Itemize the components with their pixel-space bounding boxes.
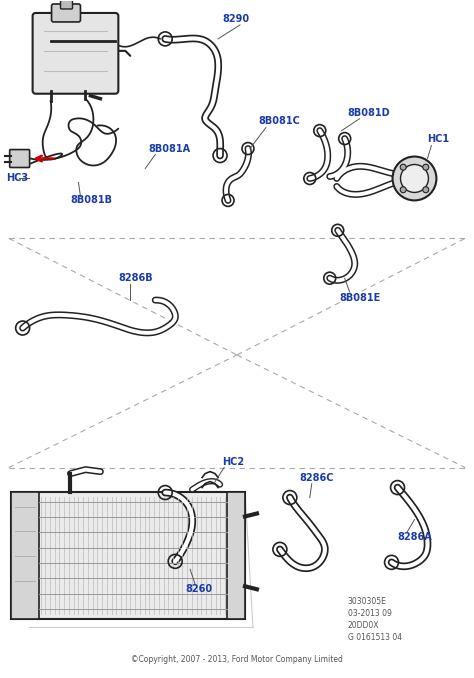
Bar bbox=[227, 492, 245, 619]
Text: 3030305E: 3030305E bbox=[347, 597, 387, 605]
Text: 03-2013 09: 03-2013 09 bbox=[347, 609, 392, 618]
Circle shape bbox=[400, 164, 406, 170]
Bar bbox=[11, 492, 245, 619]
FancyBboxPatch shape bbox=[61, 0, 73, 9]
Text: ©Copyright, 2007 - 2013, Ford Motor Company Limited: ©Copyright, 2007 - 2013, Ford Motor Comp… bbox=[131, 654, 343, 664]
Text: G 0161513 04: G 0161513 04 bbox=[347, 633, 402, 641]
Text: 8290: 8290 bbox=[222, 14, 249, 24]
Text: 8286C: 8286C bbox=[300, 473, 334, 483]
Circle shape bbox=[392, 157, 437, 201]
Text: 8286B: 8286B bbox=[118, 273, 153, 283]
Circle shape bbox=[423, 186, 429, 193]
Text: 8260: 8260 bbox=[185, 584, 212, 594]
Text: 8286A: 8286A bbox=[398, 532, 432, 542]
Text: 8B081B: 8B081B bbox=[71, 195, 112, 205]
Text: 20DD0X: 20DD0X bbox=[347, 620, 379, 630]
Bar bbox=[11, 492, 38, 619]
Circle shape bbox=[423, 164, 429, 170]
Text: HC2: HC2 bbox=[222, 457, 244, 466]
Text: 8B081D: 8B081D bbox=[347, 108, 390, 118]
FancyBboxPatch shape bbox=[9, 150, 29, 167]
Text: HC3: HC3 bbox=[6, 174, 28, 184]
Text: 8B081A: 8B081A bbox=[148, 144, 191, 153]
FancyBboxPatch shape bbox=[52, 4, 81, 22]
Text: 8B081C: 8B081C bbox=[258, 116, 300, 125]
FancyBboxPatch shape bbox=[33, 13, 118, 94]
Text: 8B081E: 8B081E bbox=[340, 293, 381, 303]
Circle shape bbox=[400, 186, 406, 193]
Text: HC1: HC1 bbox=[428, 134, 449, 144]
Circle shape bbox=[401, 165, 428, 193]
